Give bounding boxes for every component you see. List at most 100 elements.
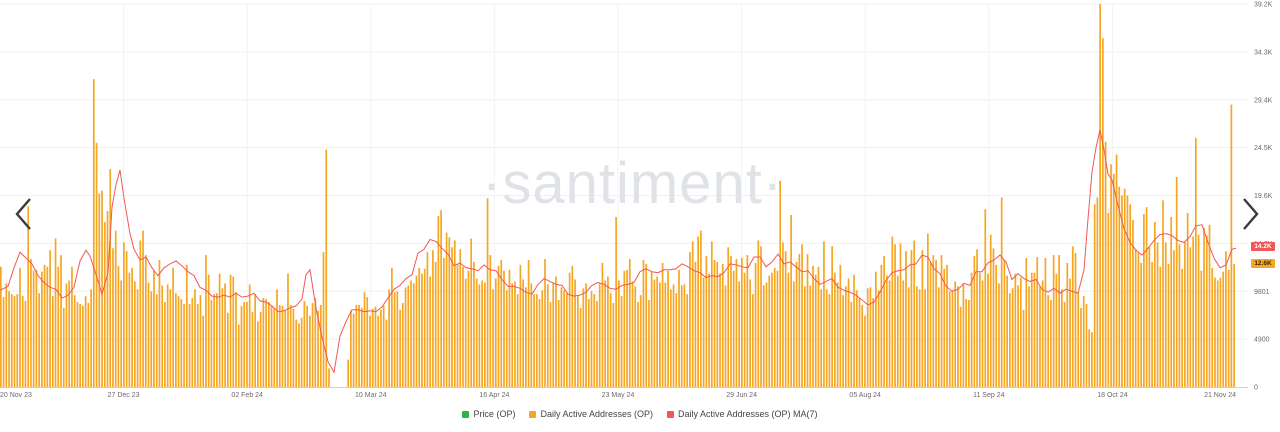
- bar: [1000, 197, 1003, 387]
- bar: [817, 266, 820, 387]
- bar: [267, 302, 270, 387]
- legend-item-daily-active-addresses[interactable]: Daily Active Addresses (OP): [529, 409, 653, 419]
- bar: [623, 270, 626, 387]
- bar: [259, 311, 262, 387]
- bar: [79, 303, 81, 387]
- bar: [161, 285, 164, 387]
- bar: [935, 259, 937, 387]
- bar: [741, 258, 743, 387]
- bar: [1159, 266, 1162, 387]
- bar: [1137, 252, 1140, 387]
- bar: [328, 368, 330, 387]
- bar: [566, 293, 568, 387]
- bar: [598, 283, 601, 387]
- bar: [1066, 262, 1069, 387]
- bar: [1088, 329, 1091, 387]
- bar: [639, 295, 642, 387]
- bar: [1123, 188, 1126, 387]
- bar: [385, 319, 388, 387]
- bar: [555, 276, 557, 387]
- bar: [1132, 219, 1134, 387]
- bar: [191, 298, 194, 387]
- bar: [516, 294, 519, 387]
- bar: [298, 323, 300, 387]
- x-tick-label: 20 Nov 23: [0, 392, 32, 399]
- bar: [448, 237, 451, 387]
- bar: [120, 280, 123, 387]
- bar: [1091, 332, 1093, 387]
- ma-last-value-badge: 14.2K: [1251, 242, 1275, 251]
- bar: [806, 254, 809, 387]
- bar: [131, 267, 133, 387]
- bar: [743, 272, 746, 387]
- bar: [719, 273, 721, 387]
- bar: [765, 282, 768, 387]
- bar: [401, 302, 404, 387]
- y-tick-label: 9801: [1254, 289, 1270, 296]
- bar: [235, 292, 237, 387]
- bar: [489, 255, 492, 387]
- bar: [369, 315, 371, 387]
- bar: [434, 261, 437, 387]
- bar: [374, 306, 377, 387]
- bar: [664, 282, 667, 387]
- bar: [596, 301, 598, 387]
- bar: [1006, 275, 1008, 387]
- bar: [803, 286, 806, 387]
- bar: [1192, 236, 1194, 387]
- chevron-right-icon[interactable]: [1238, 196, 1262, 232]
- bar: [1052, 255, 1055, 387]
- bar: [1222, 271, 1225, 387]
- bar: [1156, 242, 1159, 387]
- bar: [568, 272, 571, 387]
- bar: [645, 263, 648, 387]
- bar: [432, 250, 434, 387]
- bar: [194, 289, 196, 387]
- bar: [1214, 277, 1216, 387]
- bar: [1069, 278, 1071, 387]
- bar: [902, 280, 905, 387]
- bar: [1184, 242, 1186, 387]
- bar: [237, 324, 240, 387]
- bar: [1041, 280, 1044, 387]
- bar: [10, 294, 13, 387]
- bar: [1230, 104, 1233, 387]
- bar: [196, 303, 199, 387]
- bar: [1009, 293, 1011, 387]
- bar: [820, 289, 823, 387]
- bar: [872, 298, 875, 387]
- legend-item-price[interactable]: Price (OP): [462, 409, 515, 419]
- bar: [1208, 224, 1211, 387]
- bar: [1186, 213, 1189, 387]
- bar: [754, 262, 757, 387]
- bar: [13, 296, 16, 387]
- bar: [653, 279, 656, 387]
- bar: [801, 244, 803, 387]
- bar: [710, 241, 713, 387]
- bar: [172, 267, 174, 387]
- bar: [716, 261, 719, 387]
- bar: [530, 283, 533, 387]
- legend-item-ma7[interactable]: Daily Active Addresses (OP) MA(7): [667, 409, 818, 419]
- bar: [2, 297, 5, 387]
- bar: [404, 287, 407, 387]
- bar: [1216, 280, 1219, 387]
- bar: [675, 293, 678, 387]
- bar: [514, 281, 516, 387]
- bar: [1148, 247, 1151, 387]
- bar: [497, 265, 500, 387]
- bar: [243, 302, 246, 387]
- bar: [853, 274, 855, 387]
- bar: [590, 291, 593, 387]
- bar: [453, 240, 456, 387]
- bar: [721, 263, 724, 387]
- bar: [1118, 186, 1121, 387]
- bar: [790, 215, 792, 387]
- legend-label-price: Price (OP): [473, 409, 516, 419]
- bar: [51, 296, 54, 387]
- bar: [1039, 286, 1041, 387]
- chevron-left-icon[interactable]: [12, 196, 36, 232]
- bar: [782, 242, 784, 387]
- bar: [410, 280, 412, 387]
- bar: [1153, 221, 1156, 387]
